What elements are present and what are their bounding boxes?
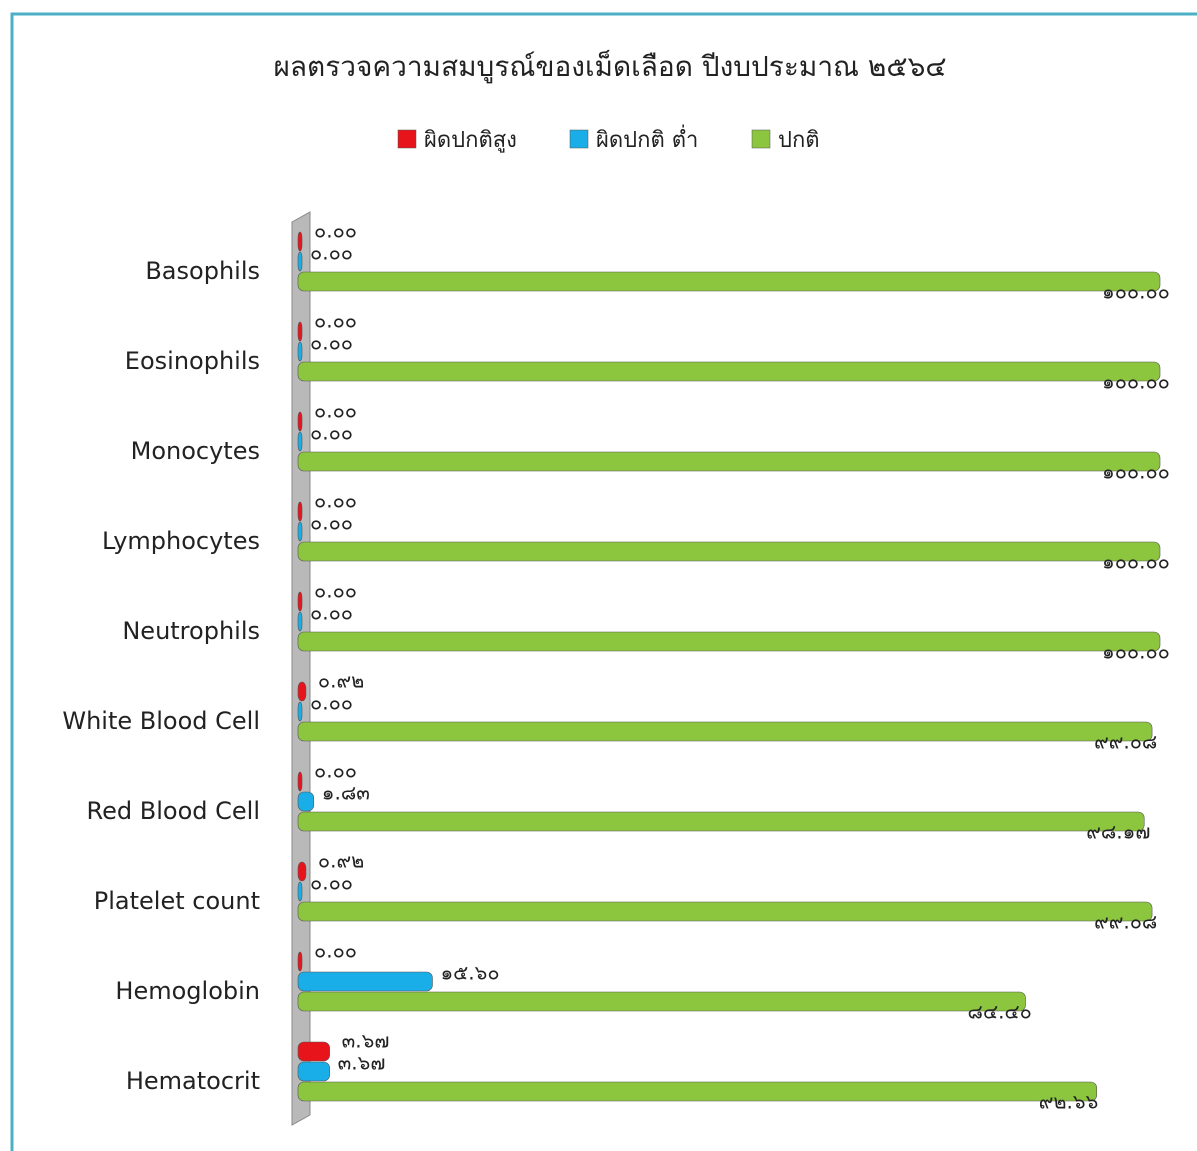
y-tick-label: Platelet count <box>94 887 260 915</box>
bar <box>297 341 303 362</box>
bar <box>297 991 1026 1012</box>
frame <box>10 12 1197 1151</box>
bar <box>297 591 303 612</box>
data-label: ๐.๐๐ <box>314 759 357 783</box>
data-label: ๑๐๐.๐๐ <box>1102 550 1170 574</box>
legend-swatch <box>397 129 417 149</box>
bar <box>297 541 1161 562</box>
data-label: ๐.๐๐ <box>310 871 353 895</box>
legend-label: ผิดปกติสูง <box>424 128 517 153</box>
data-label: ๐.๐๐ <box>310 241 353 265</box>
data-label: ๐.๐๐ <box>314 489 357 513</box>
bar <box>297 321 303 342</box>
y-tick-label: Red Blood Cell <box>87 797 260 825</box>
data-label: ๐.๐๐ <box>310 421 353 445</box>
bar <box>297 701 303 722</box>
bar <box>297 1061 330 1082</box>
bar <box>297 811 1145 832</box>
bar <box>297 231 303 252</box>
bar <box>297 631 1161 652</box>
bar <box>297 521 303 542</box>
bar <box>297 1081 1098 1102</box>
bar <box>297 451 1161 472</box>
data-label: ๐.๐๐ <box>310 331 353 355</box>
bar <box>297 971 433 992</box>
axis-wall <box>291 211 311 1126</box>
data-label: ๐.๐๐ <box>314 939 357 963</box>
data-label: ๙๙.๐๘ <box>1094 910 1157 934</box>
data-label: ๑๕.๖๐ <box>440 961 499 985</box>
data-label: ๐.๐๐ <box>314 399 357 423</box>
y-tick-label: Eosinophils <box>125 347 260 375</box>
data-label: ๘๔.๔๐ <box>968 1000 1032 1024</box>
data-label: ๐.๐๐ <box>310 511 353 535</box>
data-label: ๙๙.๐๘ <box>1094 730 1157 754</box>
data-label: ๐.๐๐ <box>310 691 353 715</box>
bar <box>297 1041 330 1062</box>
bar <box>297 611 303 632</box>
data-label: ๙๘.๑๗ <box>1086 820 1150 844</box>
y-tick-label: Monocytes <box>131 437 260 465</box>
bar <box>297 901 1153 922</box>
legend-label: ปกติ <box>778 128 820 153</box>
data-label: ๑๐๐.๐๐ <box>1102 280 1170 304</box>
legend-swatch <box>751 129 771 149</box>
y-tick-label: Hemoglobin <box>115 977 260 1005</box>
data-label: ๐.๐๐ <box>314 309 357 333</box>
data-label: ๐.๙๒ <box>318 849 364 873</box>
bar <box>297 681 307 702</box>
data-label: ๙๒.๖๖ <box>1039 1090 1099 1114</box>
data-label: ๑๐๐.๐๐ <box>1102 460 1170 484</box>
bar <box>297 411 303 432</box>
bar <box>297 721 1153 742</box>
bar <box>297 361 1161 382</box>
data-label: ๐.๐๐ <box>314 219 357 243</box>
y-tick-label: Neutrophils <box>122 617 260 645</box>
data-label: ๐.๐๐ <box>314 579 357 603</box>
legend-label: ผิดปกติ ต่ำ <box>596 124 699 153</box>
data-label: ๑๐๐.๐๐ <box>1102 370 1170 394</box>
bar <box>297 501 303 522</box>
data-label: ๓.๖๗ <box>338 1051 386 1075</box>
chart-title: ผลตรวจความสมบูรณ์ของเม็ดเลือด ปีงบประมาณ… <box>273 49 946 84</box>
y-tick-label: Lymphocytes <box>102 527 260 555</box>
bar <box>297 881 303 902</box>
y-tick-label: White Blood Cell <box>62 707 260 735</box>
bar <box>297 861 307 882</box>
bar <box>297 271 1161 292</box>
data-label: ๑.๘๓ <box>322 781 370 805</box>
bar <box>297 431 303 452</box>
y-tick-label: Basophils <box>145 257 260 285</box>
data-label: ๓.๖๗ <box>342 1029 390 1053</box>
bar <box>297 771 303 792</box>
data-label: ๐.๐๐ <box>310 601 353 625</box>
legend-swatch <box>569 129 589 149</box>
data-label: ๑๐๐.๐๐ <box>1102 640 1170 664</box>
data-label: ๐.๙๒ <box>318 669 364 693</box>
y-tick-label: Hematocrit <box>126 1067 260 1095</box>
bar <box>297 951 303 972</box>
bar <box>297 791 315 812</box>
bar <box>297 251 303 272</box>
